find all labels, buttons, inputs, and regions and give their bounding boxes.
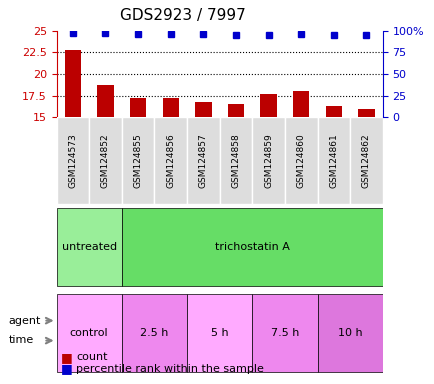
FancyBboxPatch shape	[284, 117, 317, 204]
Text: control: control	[70, 328, 108, 338]
FancyBboxPatch shape	[317, 294, 382, 372]
Text: GSM124856: GSM124856	[166, 133, 175, 188]
Bar	[227, 104, 243, 117]
Bar	[260, 94, 276, 117]
Text: untreated: untreated	[62, 242, 116, 252]
Bar	[97, 85, 113, 117]
FancyBboxPatch shape	[56, 117, 89, 204]
Text: 10 h: 10 h	[337, 328, 362, 338]
Bar	[130, 98, 146, 117]
Bar	[65, 50, 81, 117]
Text: GSM124861: GSM124861	[329, 133, 338, 188]
Text: 7.5 h: 7.5 h	[270, 328, 299, 338]
Bar	[325, 106, 341, 117]
Bar	[293, 91, 309, 117]
Text: percentile rank within the sample: percentile rank within the sample	[76, 364, 263, 374]
Text: 5 h: 5 h	[210, 328, 228, 338]
Bar	[162, 98, 178, 117]
Text: GDS2923 / 7997: GDS2923 / 7997	[119, 8, 245, 23]
Text: GSM124862: GSM124862	[361, 133, 370, 188]
Text: GSM124855: GSM124855	[133, 133, 142, 188]
Text: GSM124858: GSM124858	[231, 133, 240, 188]
Text: ■: ■	[61, 351, 72, 364]
FancyBboxPatch shape	[252, 117, 284, 204]
Text: time: time	[9, 335, 34, 345]
FancyBboxPatch shape	[122, 117, 154, 204]
FancyBboxPatch shape	[89, 117, 122, 204]
FancyBboxPatch shape	[219, 117, 252, 204]
Text: agent: agent	[9, 316, 41, 326]
Text: GSM124573: GSM124573	[68, 133, 77, 188]
Text: GSM124857: GSM124857	[198, 133, 207, 188]
FancyBboxPatch shape	[187, 117, 219, 204]
FancyBboxPatch shape	[252, 294, 317, 372]
FancyBboxPatch shape	[349, 117, 382, 204]
FancyBboxPatch shape	[56, 208, 122, 286]
FancyBboxPatch shape	[317, 117, 349, 204]
FancyBboxPatch shape	[154, 117, 187, 204]
Text: GSM124860: GSM124860	[296, 133, 305, 188]
Text: GSM124859: GSM124859	[263, 133, 273, 188]
FancyBboxPatch shape	[122, 208, 382, 286]
Text: trichostatin A: trichostatin A	[214, 242, 289, 252]
Bar	[358, 109, 374, 117]
Text: GSM124852: GSM124852	[101, 133, 110, 188]
Text: 2.5 h: 2.5 h	[140, 328, 168, 338]
FancyBboxPatch shape	[56, 294, 122, 372]
FancyBboxPatch shape	[122, 294, 187, 372]
Text: count: count	[76, 352, 107, 362]
Text: ■: ■	[61, 362, 72, 375]
Bar	[195, 101, 211, 117]
FancyBboxPatch shape	[187, 294, 252, 372]
